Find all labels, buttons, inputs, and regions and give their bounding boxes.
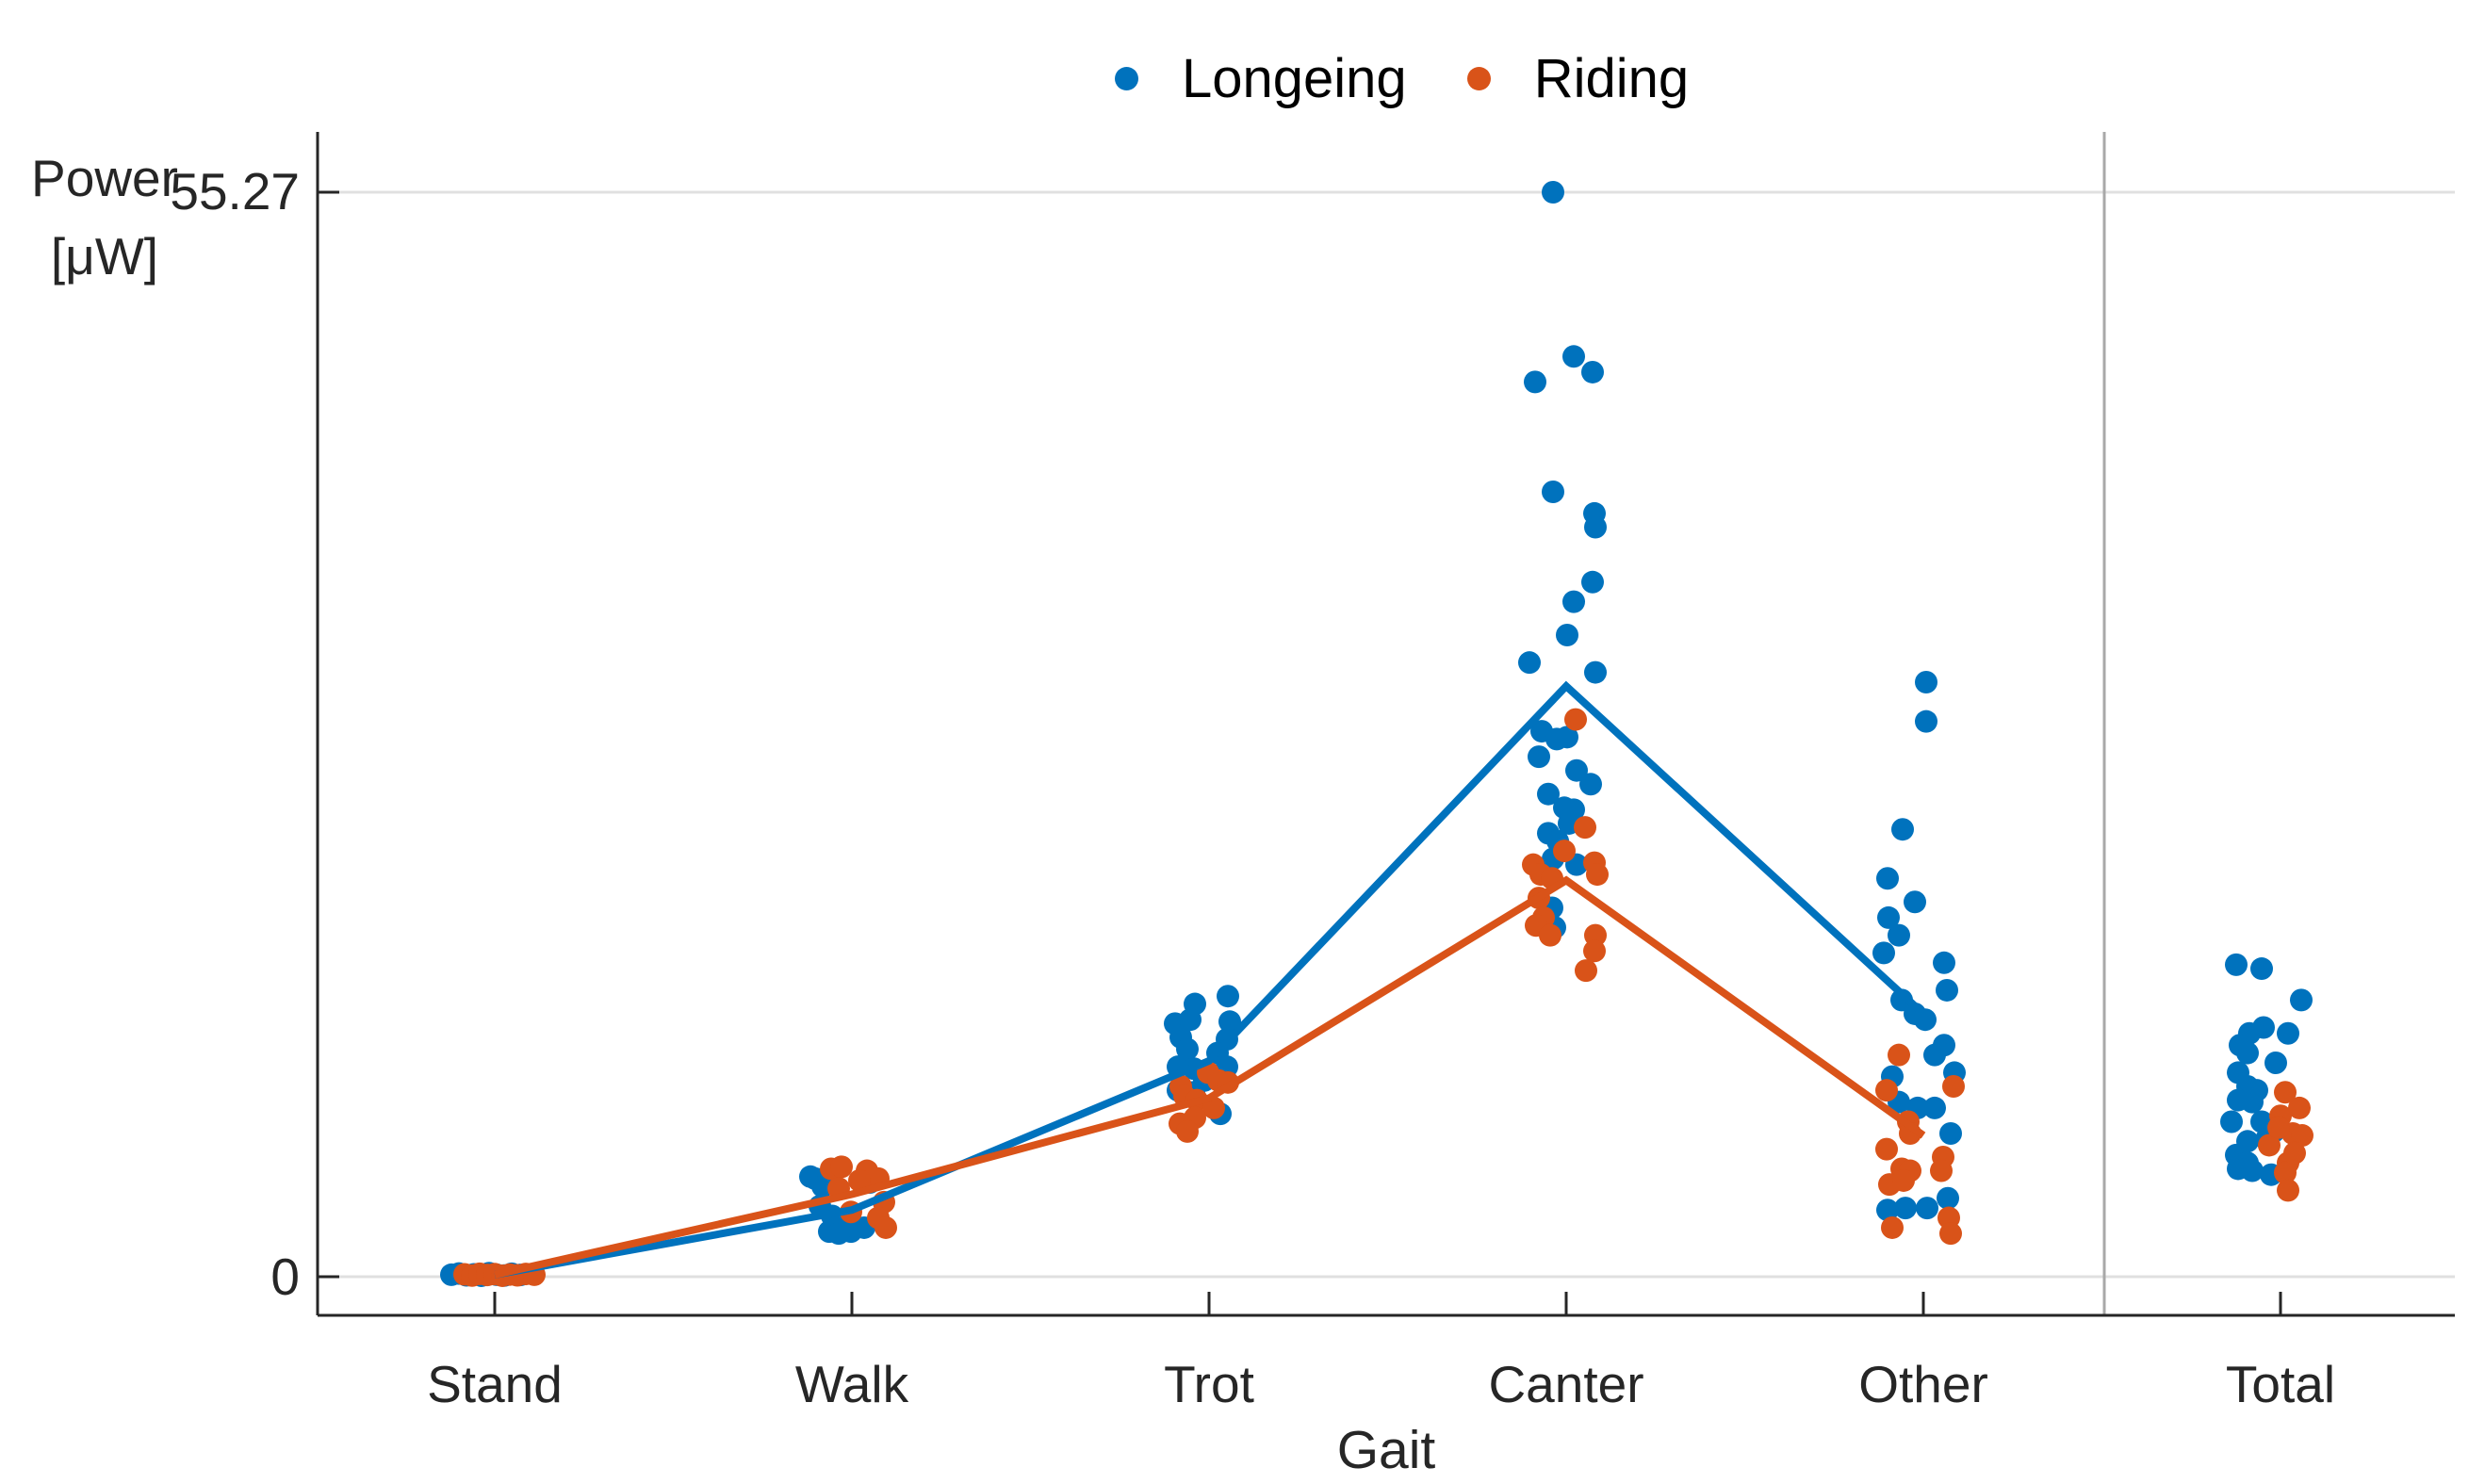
mean-line-riding [494, 875, 1926, 1279]
points-longeing [440, 181, 2313, 1287]
legend-label-longeing: Longeing [1182, 48, 1407, 109]
x-tick-label-other: Other [1858, 1355, 1988, 1413]
x-tick-label-trot: Trot [1164, 1355, 1254, 1413]
mean-line-longeing [494, 680, 1926, 1279]
x-tick-label-total: Total [2225, 1355, 2336, 1413]
x-tick-label-canter: Canter [1488, 1355, 1644, 1413]
points-riding [453, 708, 2313, 1287]
y-axis-label: Power [μW] [15, 139, 194, 296]
axes [316, 132, 2455, 1317]
y-axis-label-line2: [μW] [50, 227, 159, 285]
legend-item-longeing: Longeing [1115, 47, 1407, 110]
riding-marker-icon [1466, 67, 1491, 90]
y-tick-label-zero: 0 [270, 1248, 300, 1306]
legend-item-riding: Riding [1466, 47, 1690, 110]
y-axis-label-line1: Power [31, 149, 178, 207]
x-axis-label: Gait [1336, 1420, 1436, 1480]
x-tick-label-stand: Stand [427, 1355, 563, 1413]
grid-lines [318, 190, 2455, 1279]
y-tick-label-max: 55.27 [170, 162, 300, 220]
legend-label-riding: Riding [1533, 48, 1690, 109]
legend: Longeing Riding [1115, 47, 1689, 110]
longeing-marker-icon [1115, 67, 1138, 90]
x-tick-label-walk: Walk [794, 1355, 909, 1413]
